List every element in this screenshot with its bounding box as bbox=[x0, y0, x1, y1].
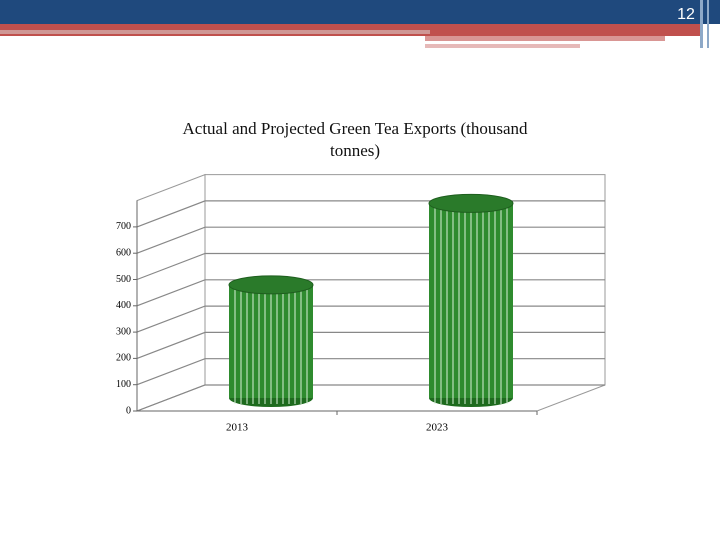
x-tick-label: 2023 bbox=[426, 422, 449, 434]
x-tick-label: 2013 bbox=[226, 422, 249, 434]
y-tick-label: 100 bbox=[116, 379, 131, 390]
y-tick-label: 400 bbox=[116, 300, 131, 311]
page-number: 12 bbox=[677, 6, 695, 23]
header-bar bbox=[0, 0, 720, 24]
y-tick-label: 600 bbox=[116, 247, 131, 258]
header-stripe bbox=[700, 0, 703, 48]
chart-title: Actual and Projected Green Tea Exports (… bbox=[182, 119, 528, 160]
y-tick-label: 700 bbox=[116, 221, 131, 232]
y-tick-label: 300 bbox=[116, 326, 131, 337]
y-tick-label: 500 bbox=[116, 274, 131, 285]
cylinder-top bbox=[228, 275, 314, 295]
y-tick-label: 0 bbox=[126, 405, 131, 416]
header-stripe bbox=[707, 0, 709, 48]
cylinder-top bbox=[428, 193, 514, 213]
floor bbox=[136, 384, 606, 412]
header-stripe bbox=[425, 44, 580, 48]
header-stripe bbox=[425, 36, 665, 41]
y-tick-label: 200 bbox=[116, 353, 131, 364]
header-stripe bbox=[0, 30, 430, 34]
